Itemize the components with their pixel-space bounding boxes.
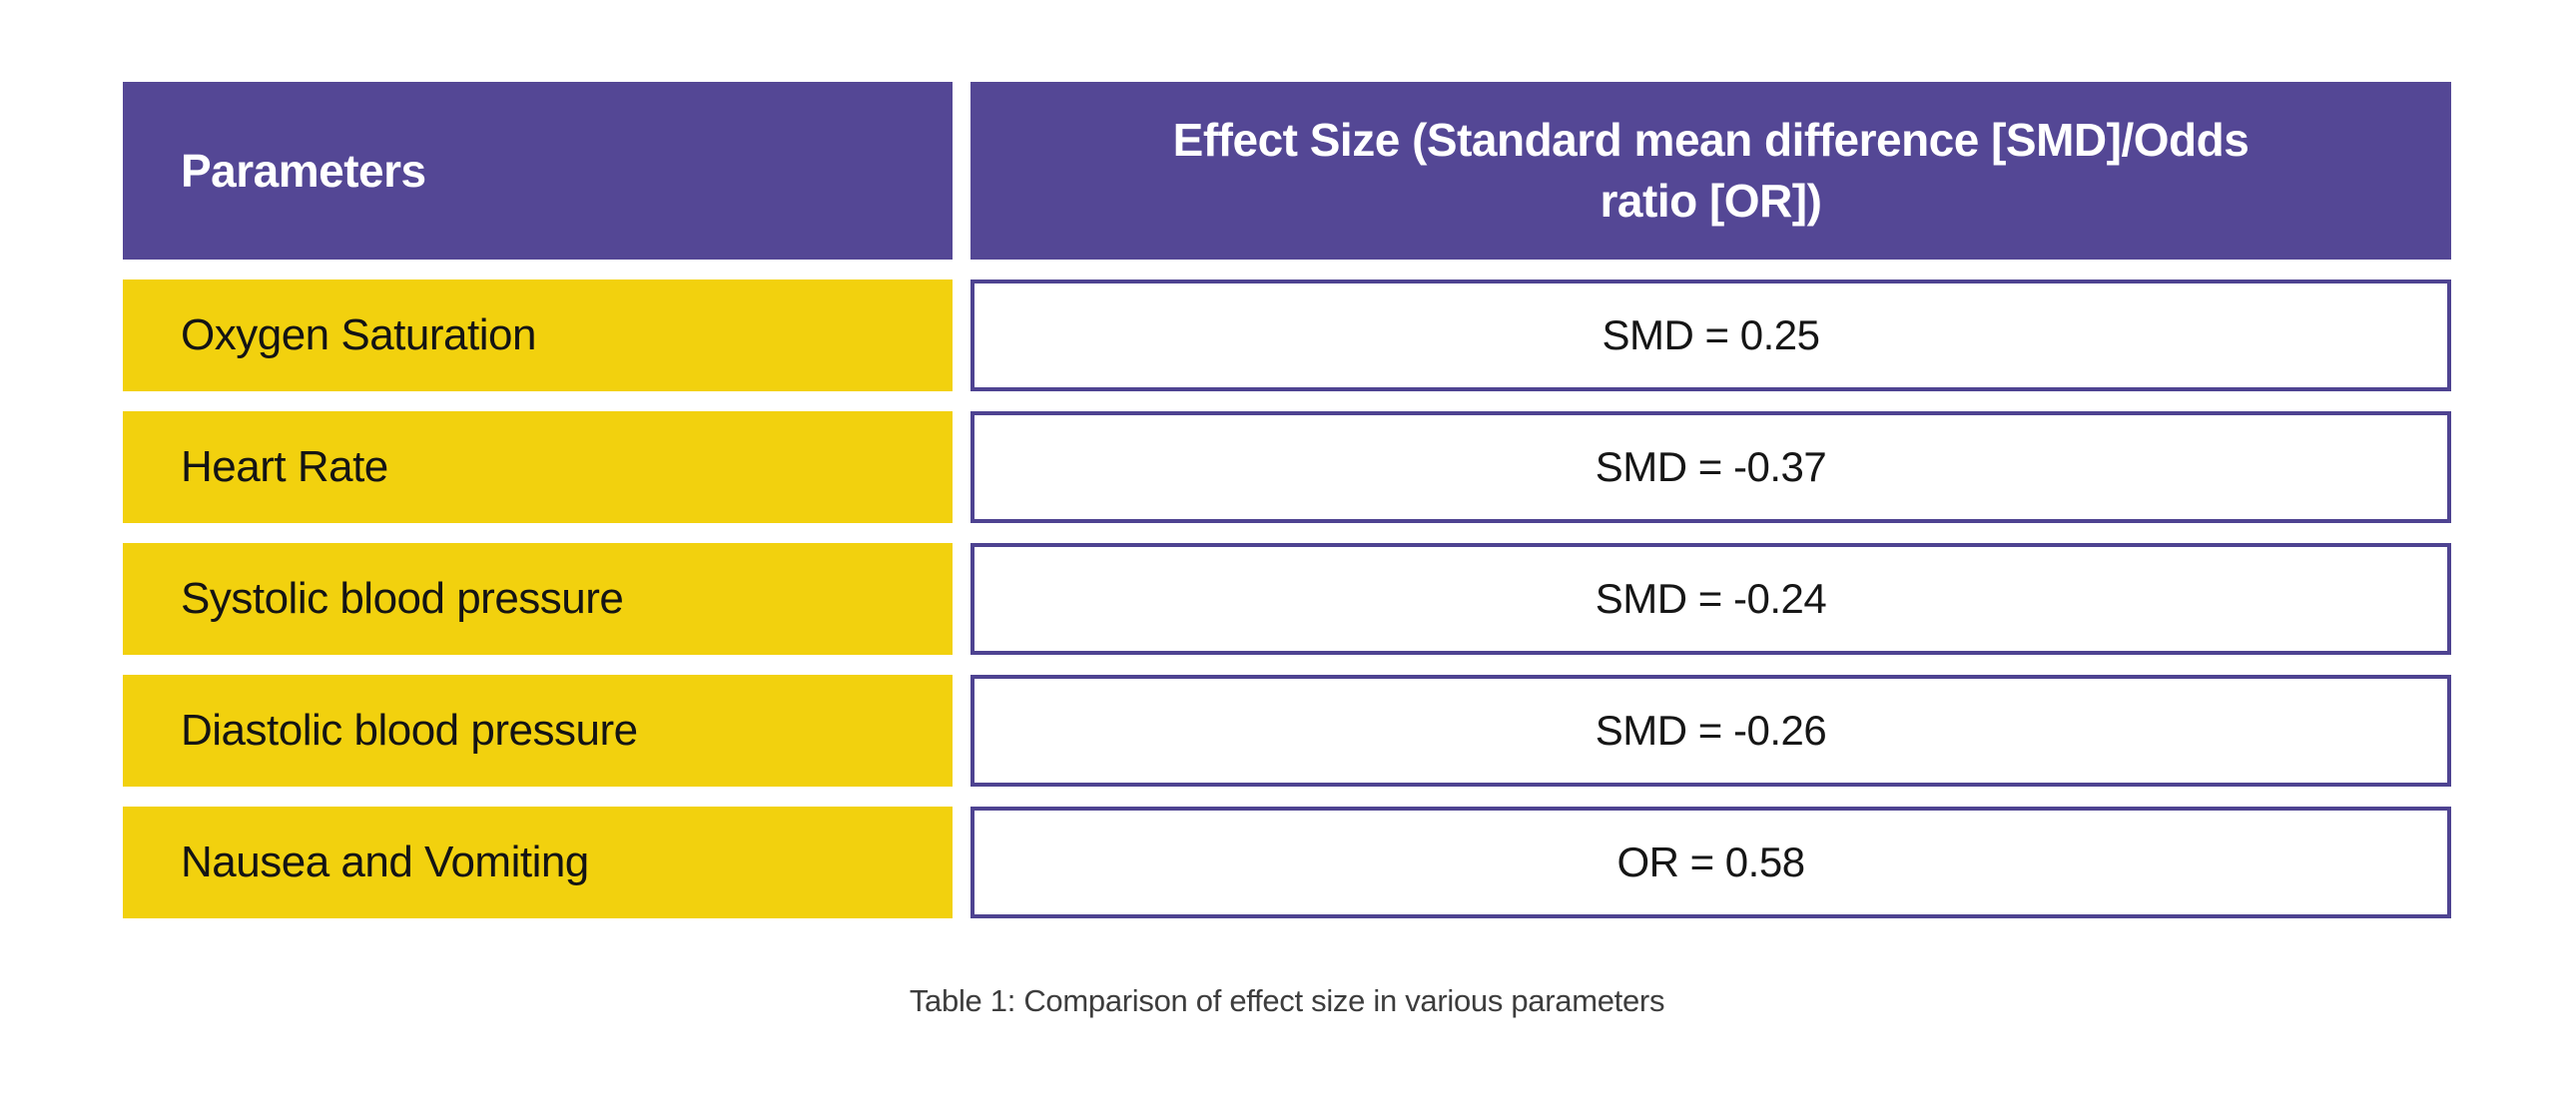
- effect-size-cell: SMD = -0.24: [970, 543, 2451, 655]
- header-parameters-label: Parameters: [181, 145, 426, 197]
- parameter-cell: Nausea and Vomiting: [123, 807, 953, 918]
- header-cell-effect-size: Effect Size (Standard mean difference [S…: [970, 82, 2451, 260]
- header-effect-size-label: Effect Size (Standard mean difference [S…: [1172, 114, 2250, 227]
- effect-size-cell: SMD = 0.25: [970, 280, 2451, 391]
- effect-size-cell: SMD = -0.26: [970, 675, 2451, 787]
- table-caption: Table 1: Comparison of effect size in va…: [909, 983, 1665, 1018]
- effect-size-cell: OR = 0.58: [970, 807, 2451, 918]
- effect-size-table: Parameters Effect Size (Standard mean di…: [123, 82, 2451, 918]
- parameter-cell: Oxygen Saturation: [123, 280, 953, 391]
- header-cell-parameters: Parameters: [123, 82, 953, 260]
- parameter-cell: Diastolic blood pressure: [123, 675, 953, 787]
- parameter-cell: Heart Rate: [123, 411, 953, 523]
- parameter-cell: Systolic blood pressure: [123, 543, 953, 655]
- effect-size-cell: SMD = -0.37: [970, 411, 2451, 523]
